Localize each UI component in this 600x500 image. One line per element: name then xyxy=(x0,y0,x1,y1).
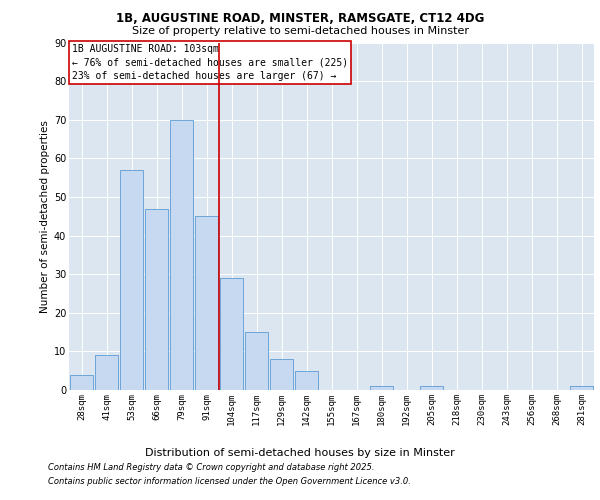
Bar xyxy=(145,208,168,390)
Bar xyxy=(70,374,93,390)
Bar xyxy=(370,386,393,390)
Bar xyxy=(120,170,143,390)
Y-axis label: Number of semi-detached properties: Number of semi-detached properties xyxy=(40,120,50,312)
Text: Contains HM Land Registry data © Crown copyright and database right 2025.: Contains HM Land Registry data © Crown c… xyxy=(48,464,374,472)
Bar xyxy=(245,332,268,390)
Text: 1B AUGUSTINE ROAD: 103sqm
← 76% of semi-detached houses are smaller (225)
23% of: 1B AUGUSTINE ROAD: 103sqm ← 76% of semi-… xyxy=(71,44,348,80)
Bar xyxy=(220,278,243,390)
Bar xyxy=(570,386,593,390)
Bar xyxy=(295,370,318,390)
Text: 1B, AUGUSTINE ROAD, MINSTER, RAMSGATE, CT12 4DG: 1B, AUGUSTINE ROAD, MINSTER, RAMSGATE, C… xyxy=(116,12,484,26)
Bar xyxy=(95,355,118,390)
Text: Distribution of semi-detached houses by size in Minster: Distribution of semi-detached houses by … xyxy=(145,448,455,458)
Text: Size of property relative to semi-detached houses in Minster: Size of property relative to semi-detach… xyxy=(131,26,469,36)
Bar xyxy=(420,386,443,390)
Bar xyxy=(170,120,193,390)
Bar xyxy=(270,359,293,390)
Text: Contains public sector information licensed under the Open Government Licence v3: Contains public sector information licen… xyxy=(48,477,411,486)
Bar xyxy=(195,216,218,390)
